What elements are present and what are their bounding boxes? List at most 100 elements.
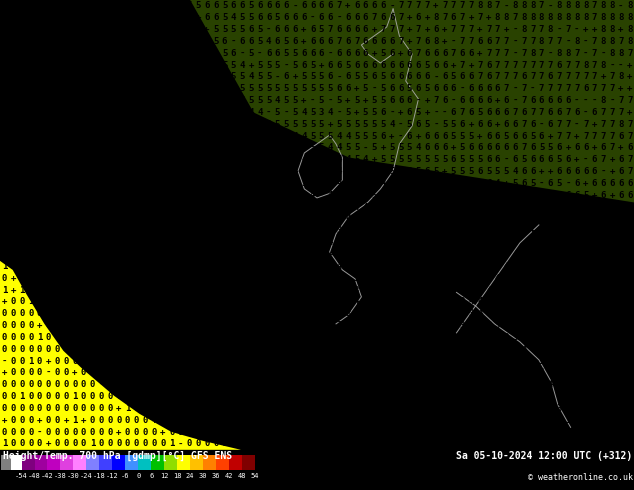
Text: 1: 1 [240, 416, 245, 425]
Text: 4: 4 [152, 84, 157, 93]
Text: 0: 0 [169, 416, 174, 425]
Text: 4: 4 [152, 61, 157, 70]
Text: 5: 5 [451, 120, 456, 129]
Text: 5: 5 [152, 25, 157, 34]
Text: 4: 4 [143, 96, 148, 105]
Text: 4: 4 [345, 155, 351, 164]
Text: 2: 2 [240, 321, 245, 330]
Text: 2: 2 [231, 357, 236, 366]
Text: 5: 5 [204, 37, 210, 46]
Text: 3: 3 [257, 226, 262, 235]
Text: 4: 4 [469, 238, 474, 247]
Text: 4: 4 [98, 25, 104, 34]
Text: 2: 2 [55, 191, 60, 200]
Text: 4: 4 [310, 155, 315, 164]
Text: 4: 4 [81, 25, 86, 34]
Text: 2: 2 [72, 215, 77, 223]
Text: +: + [204, 25, 210, 34]
Text: +: + [592, 144, 597, 152]
Text: 4: 4 [336, 144, 342, 152]
Text: 3: 3 [28, 73, 34, 81]
Text: 3: 3 [195, 215, 201, 223]
Text: 4: 4 [231, 179, 236, 188]
Text: -: - [204, 120, 210, 129]
Text: 5: 5 [627, 274, 632, 283]
Text: 2: 2 [398, 357, 403, 366]
Text: 6: 6 [460, 73, 465, 81]
Text: 4: 4 [460, 309, 465, 318]
Text: 1: 1 [283, 428, 289, 437]
Text: +: + [37, 416, 42, 425]
Text: 4: 4 [257, 132, 262, 141]
Text: 3: 3 [398, 321, 403, 330]
Text: 4: 4 [477, 344, 482, 354]
Text: 0: 0 [152, 368, 157, 377]
Text: 2: 2 [19, 132, 25, 141]
Text: 3: 3 [372, 262, 377, 271]
Text: 4: 4 [143, 49, 148, 58]
Text: 6: 6 [627, 191, 632, 200]
Text: 8: 8 [503, 13, 509, 22]
Text: 7: 7 [477, 61, 482, 70]
Text: 3: 3 [389, 357, 394, 366]
Text: 2: 2 [415, 404, 421, 413]
Text: 8: 8 [618, 120, 623, 129]
Text: 30: 30 [199, 473, 207, 479]
Text: +: + [11, 286, 16, 294]
Text: 5: 5 [125, 61, 131, 70]
Text: 2: 2 [442, 428, 448, 437]
Text: 6: 6 [600, 238, 606, 247]
Text: 1: 1 [283, 404, 289, 413]
Text: +: + [380, 215, 385, 223]
Text: 1: 1 [28, 238, 34, 247]
Text: +: + [169, 333, 174, 342]
Text: 4: 4 [521, 262, 527, 271]
Text: 7: 7 [460, 37, 465, 46]
Text: +: + [539, 416, 544, 425]
Text: -24: -24 [80, 473, 93, 479]
Text: 5: 5 [240, 84, 245, 93]
Text: 1: 1 [292, 428, 298, 437]
Text: 4: 4 [345, 226, 351, 235]
Text: 3: 3 [486, 392, 491, 401]
Text: 4: 4 [389, 203, 394, 212]
Text: 3: 3 [46, 167, 51, 176]
Text: 4: 4 [548, 250, 553, 259]
Text: 4: 4 [627, 357, 632, 366]
Text: 5: 5 [283, 37, 289, 46]
Text: 6: 6 [398, 84, 403, 93]
Text: 8: 8 [574, 13, 579, 22]
Text: 3: 3 [566, 404, 571, 413]
Text: 1: 1 [213, 309, 219, 318]
Text: 6: 6 [345, 13, 351, 22]
Text: 3: 3 [407, 357, 412, 366]
Text: -38: -38 [54, 473, 67, 479]
Text: 4: 4 [521, 380, 527, 389]
Text: +: + [530, 368, 536, 377]
Text: 5: 5 [354, 96, 359, 105]
Text: +: + [213, 132, 219, 141]
Text: 4: 4 [222, 120, 227, 129]
Text: 4: 4 [169, 61, 174, 70]
Text: 6: 6 [354, 1, 359, 10]
Text: 4: 4 [469, 274, 474, 283]
Text: 7: 7 [583, 73, 588, 81]
Text: 3: 3 [169, 191, 174, 200]
Text: 4: 4 [178, 132, 183, 141]
Text: 4: 4 [72, 37, 77, 46]
Text: 6: 6 [407, 61, 412, 70]
Text: 7: 7 [486, 49, 491, 58]
Text: 2: 2 [407, 309, 412, 318]
Text: 0: 0 [28, 344, 34, 354]
Text: -: - [11, 1, 16, 10]
Text: +: + [125, 333, 131, 342]
Text: 4: 4 [266, 37, 271, 46]
Text: 4: 4 [469, 321, 474, 330]
Text: 5: 5 [292, 96, 298, 105]
Text: 4: 4 [495, 297, 500, 306]
Text: 4: 4 [469, 191, 474, 200]
Text: 1: 1 [328, 392, 333, 401]
Text: +: + [125, 297, 131, 306]
Text: 2: 2 [213, 344, 219, 354]
Text: +: + [222, 226, 227, 235]
